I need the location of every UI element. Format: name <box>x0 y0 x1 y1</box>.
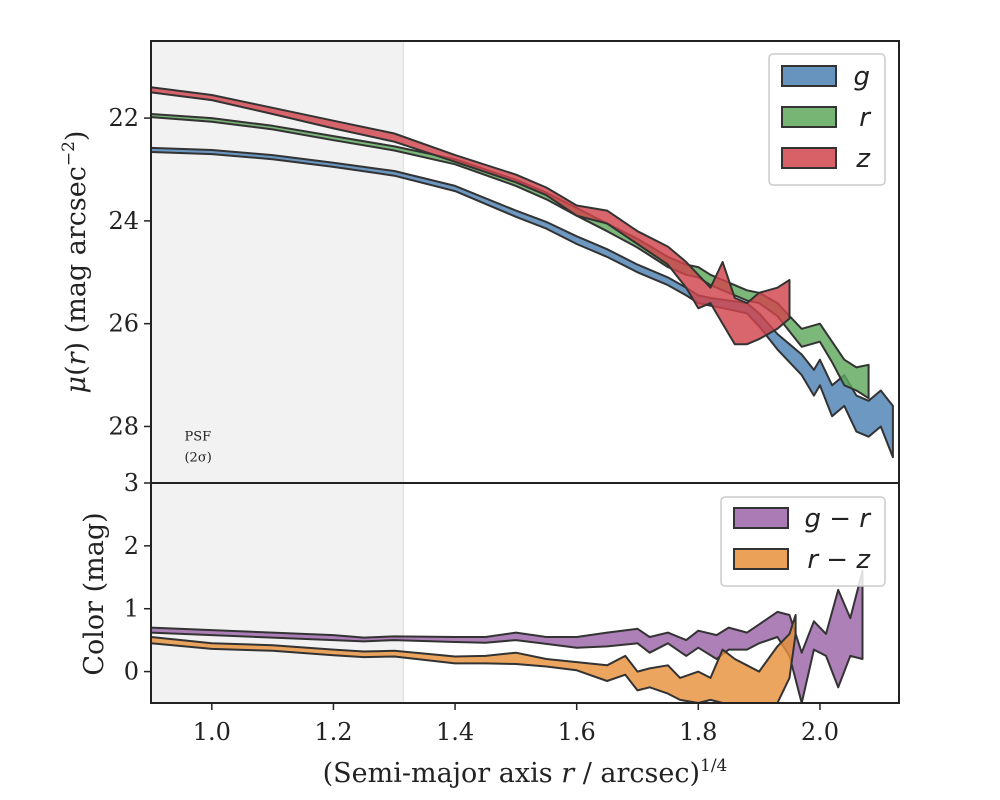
x-axis: 1.0 1.2 1.4 1.6 1.8 2.0 <box>193 703 839 746</box>
band-g <box>151 146 894 459</box>
x-tick-label: 1.2 <box>314 718 352 746</box>
y-tick-label: 0 <box>124 658 139 686</box>
legend-swatch-g <box>781 65 837 87</box>
legend: g − r r − z <box>720 496 886 587</box>
x-tick-label: 1.8 <box>679 718 717 746</box>
legend-label-rz: r − z <box>807 545 871 575</box>
band-gr <box>151 570 864 703</box>
psf-annotation-line1: PSF <box>184 430 211 445</box>
legend-label-z: z <box>855 144 871 174</box>
x-tick-label: 2.0 <box>801 718 839 746</box>
legend-swatch-rz <box>733 548 789 570</box>
band-z <box>151 86 791 346</box>
legend-label-g: g <box>853 62 870 92</box>
plot-area <box>151 86 894 459</box>
y-tick-label: 1 <box>124 595 139 623</box>
plot-area <box>151 570 864 703</box>
psf-shaded-region <box>151 41 404 483</box>
y-tick-label: 22 <box>108 104 139 132</box>
y-tick-label: 24 <box>108 207 139 235</box>
legend-swatch-gr <box>733 507 789 529</box>
y-tick-label: 28 <box>108 412 139 440</box>
x-axis-label: (Semi-major axis r / arcsec)1/4 <box>323 756 728 789</box>
bottom-y-axis-label: Color (mag) <box>79 512 110 675</box>
x-tick-label: 1.0 <box>193 718 231 746</box>
band-rz <box>151 614 797 703</box>
legend: grz <box>768 53 886 186</box>
x-tick-label: 1.6 <box>558 718 596 746</box>
panel-frame <box>150 482 900 704</box>
y-tick-label: 2 <box>124 532 139 560</box>
x-axis-label-r: r <box>561 758 576 789</box>
surface-brightness-panel: 22 24 26 28 PSF (2σ) grz <box>108 40 900 484</box>
x-tick-label: 1.4 <box>436 718 474 746</box>
top-y-axis-label: μ(r) (mag arcsec−2) <box>59 131 92 394</box>
psf-annotation-line2: (2σ) <box>184 451 211 466</box>
legend-label-gr: g − r <box>804 504 872 534</box>
y-tick-label: 26 <box>108 310 139 338</box>
legend-label-r: r <box>859 103 872 133</box>
color-panel: 0 1 2 3 g − r r − z <box>124 469 900 704</box>
y-tick-label: 3 <box>124 469 139 497</box>
legend-swatch-r <box>781 106 837 128</box>
legend-swatch-z <box>781 147 837 169</box>
psf-shaded-region <box>151 483 404 703</box>
